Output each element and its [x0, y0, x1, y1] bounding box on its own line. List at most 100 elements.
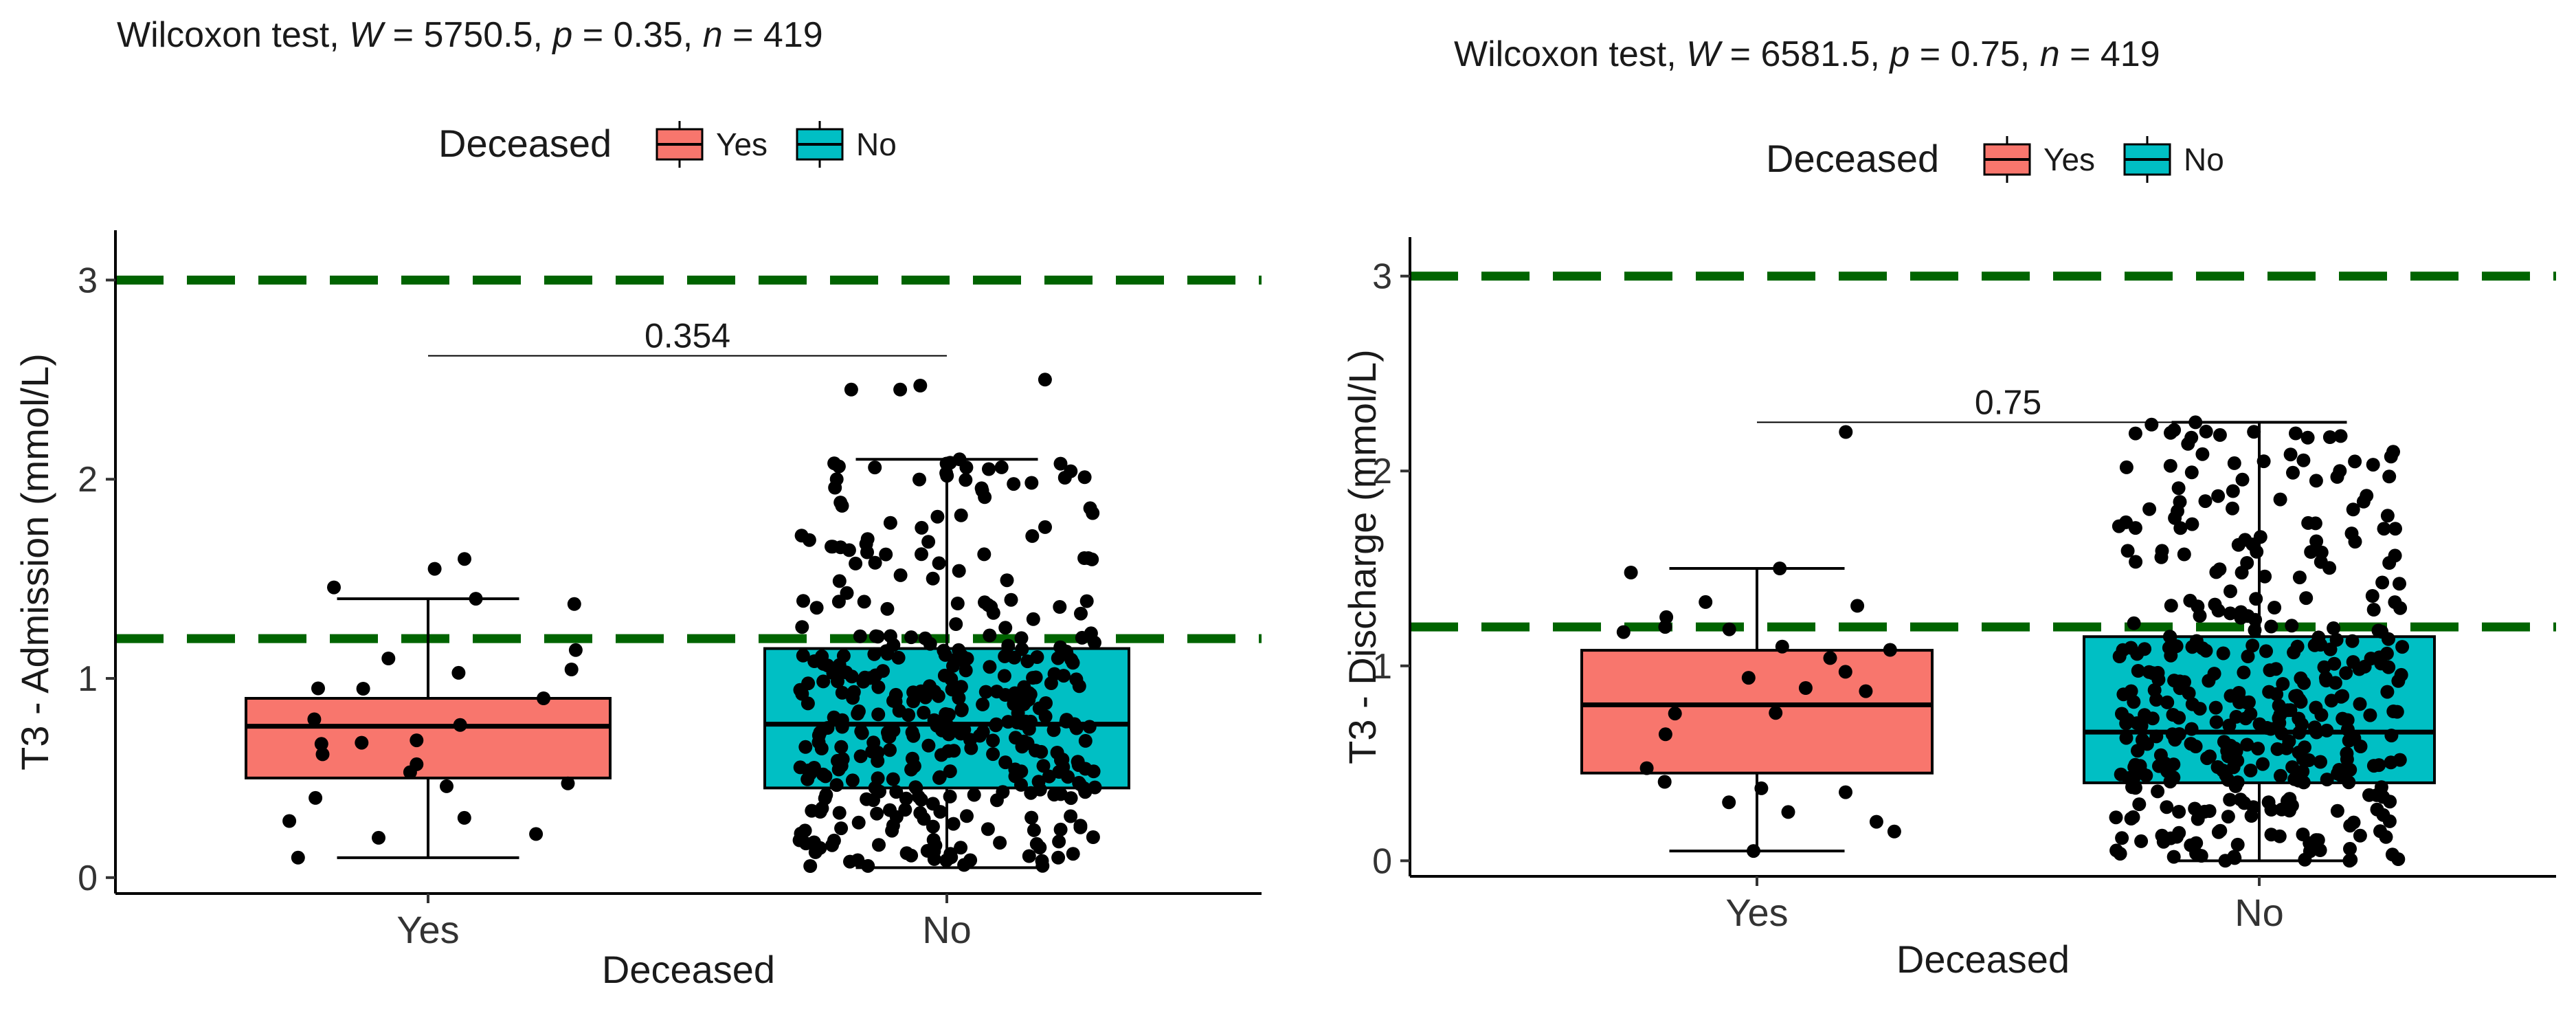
data-point: [2230, 753, 2245, 768]
data-point: [1036, 759, 1051, 773]
data-point: [2131, 744, 2144, 758]
data-point: [868, 555, 882, 570]
data-point: [801, 676, 816, 691]
x-axis-title: Deceased: [602, 948, 775, 991]
data-point: [1699, 595, 1713, 609]
data-point: [993, 836, 1007, 850]
data-point: [372, 830, 385, 845]
data-point: [1754, 781, 1769, 795]
data-point: [2248, 623, 2262, 637]
data-point: [829, 778, 844, 792]
data-point: [1046, 723, 1061, 738]
legend-key-yes: [1983, 136, 2031, 183]
data-point: [1639, 761, 1654, 775]
data-point: [2198, 494, 2213, 509]
data-point: [2208, 700, 2223, 715]
data-point: [831, 753, 844, 768]
data-point: [939, 853, 954, 867]
data-point: [2127, 760, 2142, 775]
data-point: [356, 682, 370, 696]
data-point: [901, 708, 916, 722]
data-point: [1071, 755, 1085, 769]
data-point: [997, 669, 1011, 683]
points-no: [2109, 415, 2410, 868]
data-point: [2185, 517, 2199, 531]
data-point: [2185, 697, 2199, 711]
data-point: [857, 595, 871, 609]
data-point: [307, 712, 322, 727]
data-point: [986, 747, 1000, 762]
data-point: [1038, 520, 1052, 534]
data-point: [2181, 436, 2195, 451]
data-point: [794, 529, 809, 543]
data-point: [2303, 844, 2317, 858]
data-point: [1060, 713, 1074, 727]
data-point: [1839, 785, 1852, 799]
data-point: [2391, 674, 2406, 688]
data-point: [2320, 773, 2334, 787]
data-point: [2172, 805, 2186, 819]
data-point: [1030, 650, 1044, 664]
data-point: [2249, 592, 2263, 606]
data-point: [1781, 805, 1795, 819]
data-point: [1887, 824, 1901, 839]
data-point: [1022, 715, 1036, 729]
data-point: [2385, 847, 2399, 862]
legend-title: Deceased: [438, 122, 612, 165]
legend: Deceased Yes No: [1766, 136, 2224, 183]
data-point: [537, 691, 551, 705]
data-point: [982, 462, 996, 476]
data-point: [2393, 753, 2407, 767]
data-point: [906, 694, 921, 709]
legend-key-yes: [656, 121, 704, 168]
data-point: [905, 751, 919, 766]
data-point: [315, 747, 330, 762]
data-point: [2384, 729, 2399, 743]
data-point: [2299, 591, 2314, 606]
data-point: [2363, 708, 2377, 722]
data-point: [381, 652, 396, 665]
data-point: [2208, 597, 2222, 612]
data-point: [2245, 639, 2260, 653]
data-point: [1004, 592, 1018, 607]
data-point: [939, 456, 954, 471]
data-point: [851, 815, 866, 830]
data-point: [2269, 662, 2283, 676]
data-point: [1850, 599, 1865, 613]
data-point: [934, 748, 948, 762]
data-point: [2119, 460, 2133, 474]
data-point: [926, 571, 940, 586]
data-point: [2272, 698, 2286, 713]
data-point: [994, 460, 1009, 474]
data-point: [2184, 838, 2198, 852]
points-yes: [282, 552, 583, 865]
data-point: [836, 649, 851, 663]
data-point: [2124, 684, 2138, 698]
data-point: [2194, 849, 2208, 863]
data-point: [2134, 719, 2149, 733]
box-yes: [245, 597, 612, 859]
data-point: [2144, 417, 2159, 432]
data-point: [2166, 850, 2181, 864]
data-point: [853, 629, 867, 643]
data-point: [2139, 768, 2153, 783]
data-point: [2237, 796, 2252, 810]
data-point: [2231, 537, 2245, 552]
y-tick-label: 0: [78, 858, 98, 898]
data-point: [567, 597, 581, 611]
data-point: [851, 704, 866, 718]
data-point: [2134, 834, 2149, 848]
data-point: [939, 707, 953, 721]
data-point: [2347, 731, 2362, 746]
stat-p-symbol: p: [551, 15, 572, 55]
stat-w-symbol: W: [349, 15, 386, 55]
data-point: [905, 725, 919, 740]
data-point: [976, 697, 990, 711]
data-point: [2227, 456, 2241, 470]
data-point: [2209, 715, 2224, 729]
data-point: [834, 821, 849, 836]
data-point: [1064, 652, 1079, 667]
data-point: [983, 628, 997, 643]
data-point: [1086, 506, 1100, 520]
data-point: [2177, 675, 2191, 689]
